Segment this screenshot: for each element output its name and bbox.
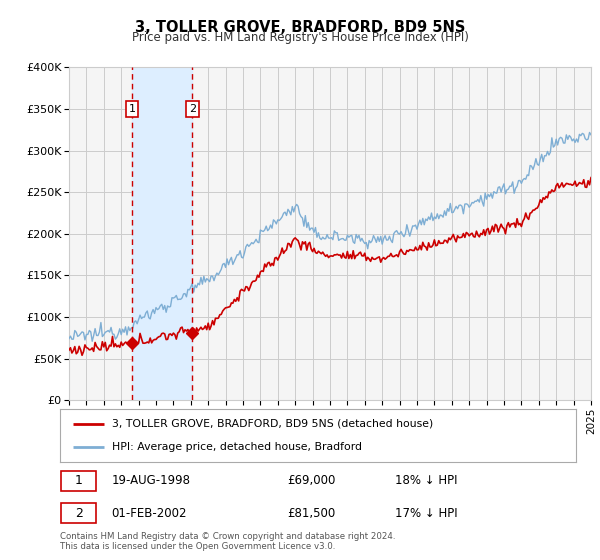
Text: 3, TOLLER GROVE, BRADFORD, BD9 5NS: 3, TOLLER GROVE, BRADFORD, BD9 5NS bbox=[135, 20, 465, 35]
Text: 19-AUG-1998: 19-AUG-1998 bbox=[112, 474, 191, 487]
FancyBboxPatch shape bbox=[61, 503, 96, 524]
Text: 2: 2 bbox=[188, 104, 196, 114]
FancyBboxPatch shape bbox=[61, 470, 96, 491]
Text: 1: 1 bbox=[128, 104, 136, 114]
Text: £69,000: £69,000 bbox=[287, 474, 335, 487]
Text: 18% ↓ HPI: 18% ↓ HPI bbox=[395, 474, 458, 487]
Text: Price paid vs. HM Land Registry's House Price Index (HPI): Price paid vs. HM Land Registry's House … bbox=[131, 31, 469, 44]
Bar bbox=[132, 67, 192, 400]
Text: HPI: Average price, detached house, Bradford: HPI: Average price, detached house, Brad… bbox=[112, 442, 362, 452]
Text: 1: 1 bbox=[74, 474, 83, 487]
Text: 2: 2 bbox=[74, 507, 83, 520]
Text: 17% ↓ HPI: 17% ↓ HPI bbox=[395, 507, 458, 520]
Text: £81,500: £81,500 bbox=[287, 507, 335, 520]
Text: 01-FEB-2002: 01-FEB-2002 bbox=[112, 507, 187, 520]
Text: 3, TOLLER GROVE, BRADFORD, BD9 5NS (detached house): 3, TOLLER GROVE, BRADFORD, BD9 5NS (deta… bbox=[112, 419, 433, 429]
Text: Contains HM Land Registry data © Crown copyright and database right 2024.
This d: Contains HM Land Registry data © Crown c… bbox=[60, 532, 395, 552]
